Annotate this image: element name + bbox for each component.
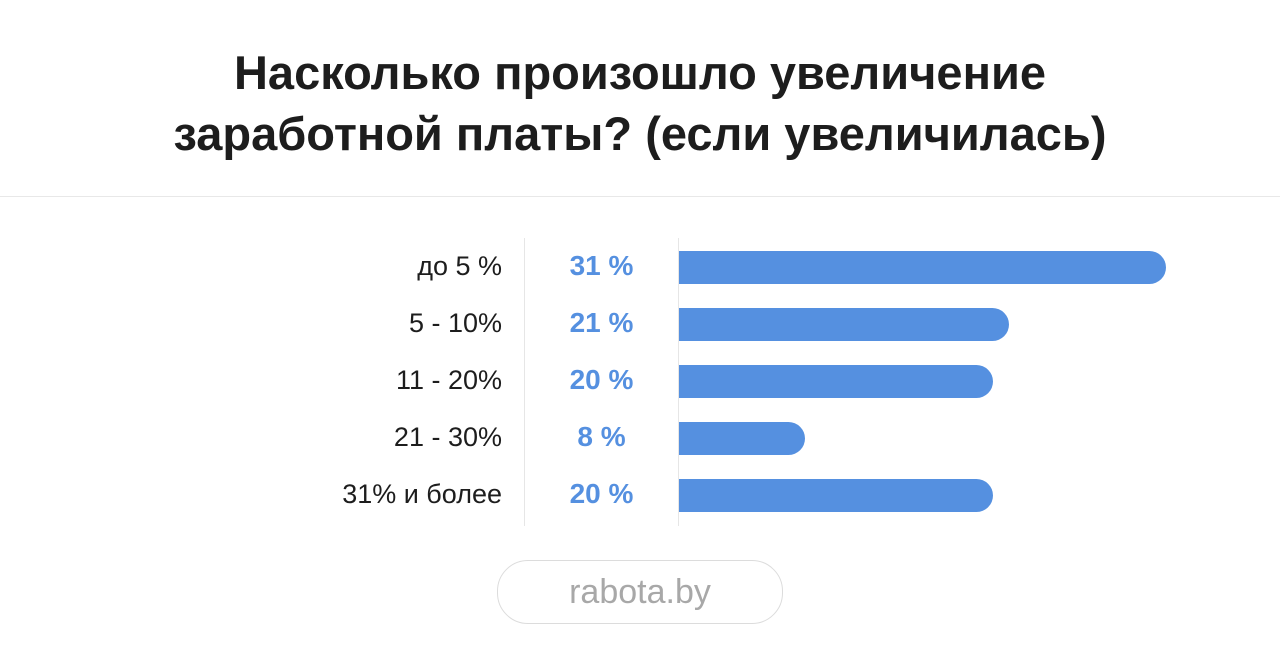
bar — [679, 365, 994, 398]
category-label: 31% и более — [342, 479, 502, 509]
column-divider-left — [524, 238, 525, 526]
header-divider — [0, 196, 1280, 197]
bar — [679, 251, 1166, 284]
value-label: 8 % — [577, 421, 626, 452]
value-label: 20 % — [569, 364, 634, 395]
category-label: 5 - 10% — [408, 308, 502, 338]
category-label: 11 - 20% — [395, 365, 502, 395]
value-label: 21 % — [569, 307, 634, 338]
category-label: до 5 % — [417, 251, 502, 281]
category-label: 21 - 30% — [393, 422, 502, 452]
title-line-2: заработной платы? (если увеличилась) — [173, 107, 1107, 160]
column-divider-right — [678, 238, 679, 526]
value-label: 31 % — [569, 250, 634, 281]
bar — [679, 479, 994, 512]
bar — [679, 422, 805, 455]
brand-badge: rabota.by — [497, 560, 783, 624]
chart-title: Насколько произошло увеличение заработно… — [0, 42, 1280, 164]
value-label: 20 % — [569, 478, 634, 509]
title-line-1: Насколько произошло увеличение — [233, 46, 1046, 99]
bar — [679, 308, 1009, 341]
